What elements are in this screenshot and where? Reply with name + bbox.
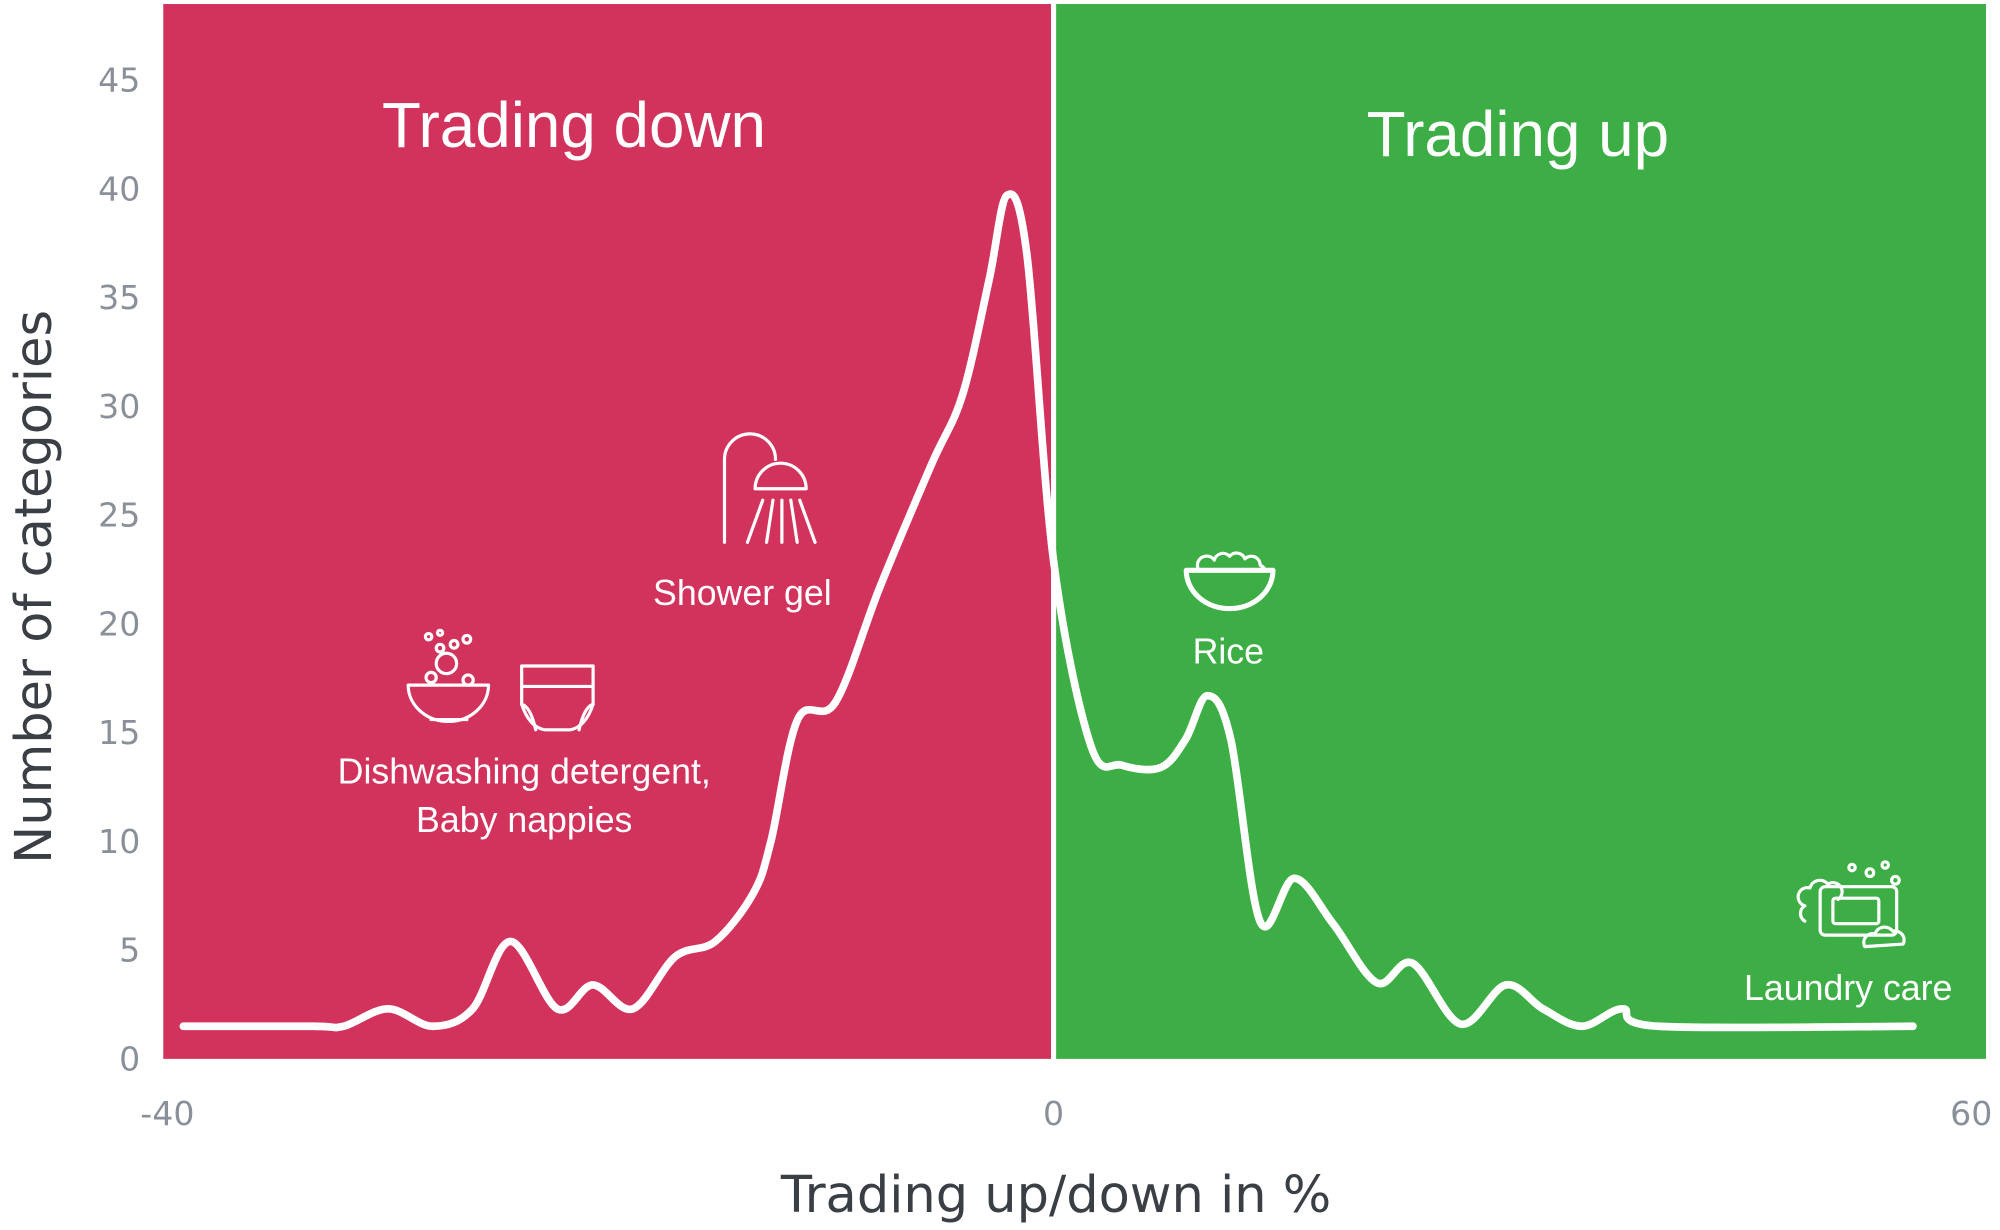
annotation: Baby nappies [416, 800, 632, 840]
y-tick-label: 5 [119, 931, 140, 970]
laundry-icon [1796, 860, 1906, 949]
annotation: Laundry care [1744, 968, 1952, 1008]
y-axis-title: Number of categories [5, 310, 64, 864]
rice-icon [1183, 551, 1276, 612]
density-line [179, 190, 1917, 1032]
y-tick-label: 15 [98, 713, 140, 752]
annotation: Dishwashing detergent, [338, 751, 711, 791]
x-axis-title: Trading up/down in % [780, 1166, 1331, 1225]
annotation: Rice [1193, 631, 1264, 671]
y-tick-label: 10 [98, 822, 140, 861]
region-title: Trading up [1367, 98, 1669, 170]
y-tick-label: 30 [98, 387, 140, 426]
y-tick-label: 45 [98, 61, 140, 100]
region-down [163, 4, 1052, 1059]
annotation: Shower gel [653, 573, 832, 613]
y-tick-label: 35 [98, 278, 140, 317]
y-tick-label: 20 [98, 604, 140, 643]
regions [163, 4, 1986, 1059]
x-tick-label: -40 [140, 1094, 194, 1133]
shower-icon [722, 432, 817, 544]
y-tick-label: 40 [98, 169, 140, 208]
y-tick-label: 25 [98, 496, 140, 535]
dish-icon [406, 628, 491, 724]
x-tick-label: 0 [1043, 1094, 1064, 1133]
region-title: Trading down [382, 89, 766, 161]
y-tick-label: 0 [119, 1039, 140, 1078]
nappy-icon [520, 664, 595, 732]
x-tick-label: 60 [1950, 1094, 1992, 1133]
